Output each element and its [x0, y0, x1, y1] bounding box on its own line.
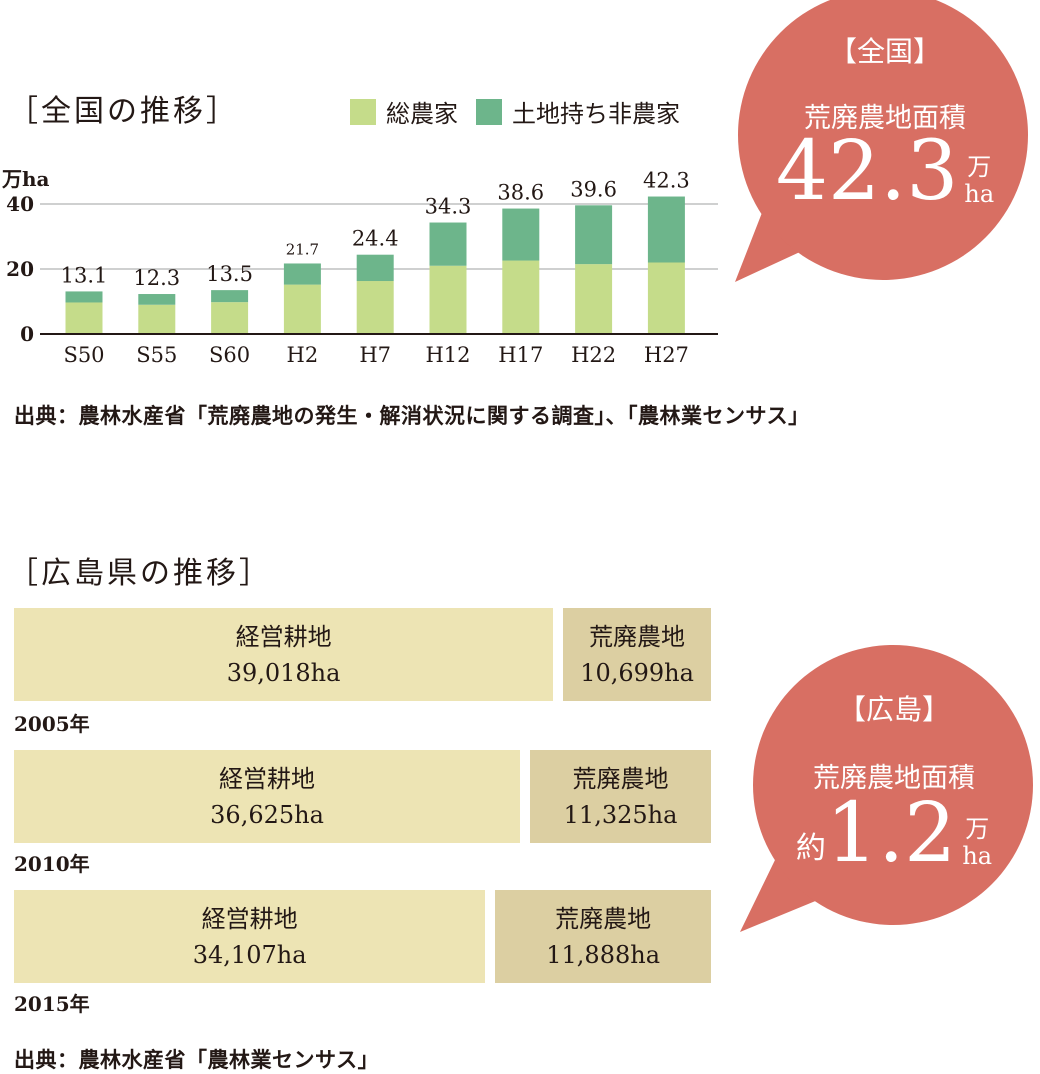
bar-segment-farm-households	[65, 302, 103, 334]
year-label: 2015年	[14, 992, 90, 1016]
cultivated-area-label: 経営耕地	[201, 904, 298, 933]
cultivated-area-label: 経営耕地	[235, 622, 332, 651]
abandoned-area-bar: 荒廃農地 11,325ha	[530, 750, 711, 843]
x-tick-label: H17	[498, 343, 543, 367]
hiroshima-bubble-unit-top: 万	[965, 815, 990, 844]
hiroshima-bubble-label: 荒廃農地面積	[813, 763, 975, 794]
bar-total-label: 42.3	[643, 169, 690, 193]
cultivated-area-bar: 経営耕地 36,625ha	[14, 750, 521, 843]
national-bubble-label: 荒廃農地面積	[804, 103, 966, 134]
abandoned-area-label: 荒廃農地	[572, 764, 669, 793]
national-bubble-unit-top: 万	[967, 153, 992, 182]
bar-total-label: 21.7	[286, 240, 319, 258]
hiroshima-bubble-tag: 【広島】	[837, 693, 950, 726]
x-tick-label: H22	[571, 343, 616, 367]
y-tick-label: 20	[6, 257, 34, 281]
bar-segment-farm-households	[502, 260, 540, 334]
bar-segment-farm-households	[211, 302, 249, 334]
national-bubble-tag: 【全国】	[828, 35, 941, 68]
hiroshima-bubble-figure: 約 1.2 万 ha	[763, 793, 1025, 875]
bar-total-label: 24.4	[352, 227, 399, 251]
x-tick-label: H12	[425, 343, 470, 367]
legend-label-non-farm-landowners: 土地持ち非農家	[512, 100, 680, 128]
y-tick-label: 40	[6, 192, 34, 216]
bar-segment-non-farm-landowners	[647, 196, 685, 263]
x-tick-label: H27	[644, 343, 689, 367]
bar-total-label: 12.3	[133, 266, 180, 290]
hiroshima-bubble-prefix: 約	[795, 831, 826, 866]
hiroshima-bubble-tail	[740, 860, 830, 932]
y-tick-label: 0	[20, 322, 34, 346]
bar-segment-non-farm-landowners	[211, 290, 249, 303]
bar-segment-non-farm-landowners	[356, 254, 394, 282]
year-label: 2005年	[14, 712, 90, 736]
x-tick-label: H2	[287, 343, 319, 367]
national-speech-bubble	[735, 0, 1028, 282]
bar-total-label: 39.6	[570, 177, 617, 201]
bar-total-label: 34.3	[425, 195, 472, 219]
abandoned-area-bar: 荒廃農地 10,699ha	[563, 608, 711, 701]
legend-label-farm-households: 総農家	[386, 100, 458, 128]
bar-segment-non-farm-landowners	[138, 294, 176, 305]
legend-swatch-farm-households	[350, 98, 376, 125]
national-bubble-unit-bottom: ha	[964, 179, 995, 208]
bar-segment-farm-households	[138, 304, 176, 334]
year-label: 2010年	[14, 852, 90, 876]
national-bubble-figure: 42.3 万 ha	[755, 131, 1015, 213]
x-tick-label: S60	[209, 343, 250, 367]
cultivated-area-bar: 経営耕地 39,018ha	[14, 608, 554, 701]
abandoned-area-label: 荒廃農地	[555, 904, 652, 933]
bar-total-label: 13.1	[61, 263, 108, 287]
hiroshima-section-title: ［広島県の推移］	[8, 556, 272, 591]
national-bubble-circle	[738, 0, 1028, 280]
abandoned-area-value: 10,699ha	[580, 658, 694, 687]
hiroshima-source: 出典：農林水産省「農林業センサス」	[14, 1047, 380, 1072]
bar-segment-farm-households	[283, 284, 321, 334]
legend-item-non-farm-landowners: 土地持ち非農家	[476, 94, 680, 129]
abandoned-area-value: 11,888ha	[546, 940, 661, 969]
national-bubble-tail	[735, 205, 815, 282]
bar-segment-non-farm-landowners	[502, 208, 540, 261]
hiroshima-speech-bubble	[740, 645, 1033, 932]
bar-segment-farm-households	[429, 265, 467, 334]
abandoned-area-bar: 荒廃農地 11,888ha	[495, 890, 711, 983]
chart-legend: 総農家 土地持ち非農家	[350, 94, 698, 129]
bar-segment-farm-households	[575, 264, 613, 334]
hiroshima-bubble-unit-bottom: ha	[962, 841, 993, 870]
cultivated-area-value: 36,625ha	[210, 800, 324, 829]
national-bubble-content: 【全国】 荒廃農地面積 42.3 万 ha	[755, 30, 1015, 213]
hiroshima-bubble-value: 1.2	[825, 786, 957, 881]
bar-total-label: 38.6	[497, 181, 544, 205]
abandoned-area-value: 11,325ha	[563, 800, 678, 829]
hiroshima-bubble-circle	[753, 645, 1033, 925]
cultivated-area-bar: 経営耕地 34,107ha	[14, 890, 486, 983]
national-bubble-value: 42.3	[775, 124, 959, 219]
national-section-title: ［全国の推移］	[8, 94, 239, 129]
bar-segment-farm-households	[356, 281, 394, 334]
bar-segment-non-farm-landowners	[65, 291, 103, 303]
bar-segment-non-farm-landowners	[283, 263, 321, 285]
x-tick-label: S55	[136, 343, 177, 367]
bar-total-label: 13.5	[206, 262, 253, 286]
national-source: 出典：農林水産省「荒廃農地の発生・解消状況に関する調査」、「農林業センサス」	[14, 403, 810, 428]
y-axis-unit-label: 万ha	[1, 167, 50, 191]
legend-item-farm-households: 総農家	[350, 94, 458, 129]
cultivated-area-label: 経営耕地	[219, 764, 316, 793]
bar-segment-non-farm-landowners	[429, 222, 467, 266]
national-bar-chart: 万ha 0 20 40 13.1 S50 12.3 S55 13.5 S60 21.7 H2 24.4 H…	[1, 167, 718, 367]
hiroshima-bubble-content: 【広島】 荒廃農地面積 約 1.2 万 ha	[763, 688, 1025, 875]
cultivated-area-value: 39,018ha	[226, 658, 341, 687]
bar-segment-non-farm-landowners	[575, 205, 613, 265]
bar-segment-farm-households	[647, 262, 685, 334]
legend-swatch-non-farm-landowners	[476, 98, 502, 125]
national-bubble-unit: 万 ha	[964, 154, 994, 207]
hiroshima-bubble-unit: 万 ha	[962, 816, 992, 869]
abandoned-area-label: 荒廃農地	[589, 622, 686, 651]
cultivated-area-value: 34,107ha	[192, 940, 307, 969]
x-tick-label: S50	[63, 343, 104, 367]
x-tick-label: H7	[359, 343, 391, 367]
